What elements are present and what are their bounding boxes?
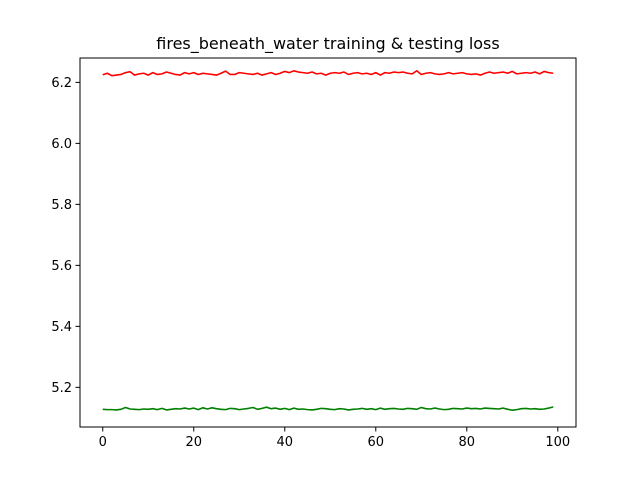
y-tick-label: 6.2	[51, 76, 72, 91]
x-tick-label: 0	[99, 435, 107, 450]
series-line-0	[102, 70, 554, 77]
axes-frame	[79, 57, 577, 428]
y-tick-label: 5.2	[51, 381, 72, 396]
x-tick-label: 80	[459, 435, 476, 450]
chart-title: fires_beneath_water training & testing l…	[156, 34, 499, 54]
y-tick-label: 6.0	[51, 137, 72, 152]
series-line-1	[102, 406, 554, 412]
x-tick-label: 100	[545, 435, 570, 450]
x-tick-label: 40	[276, 435, 293, 450]
x-tick-label: 60	[368, 435, 385, 450]
plot-area: 0 20 40 60 80 100 5.2 5.4 5.6 5.8 6.0 6.2	[51, 57, 577, 450]
y-tick-label: 5.6	[51, 259, 72, 274]
y-tick-label: 5.4	[51, 320, 72, 335]
y-tick-label: 5.8	[51, 198, 72, 213]
x-tick-label: 20	[185, 435, 202, 450]
